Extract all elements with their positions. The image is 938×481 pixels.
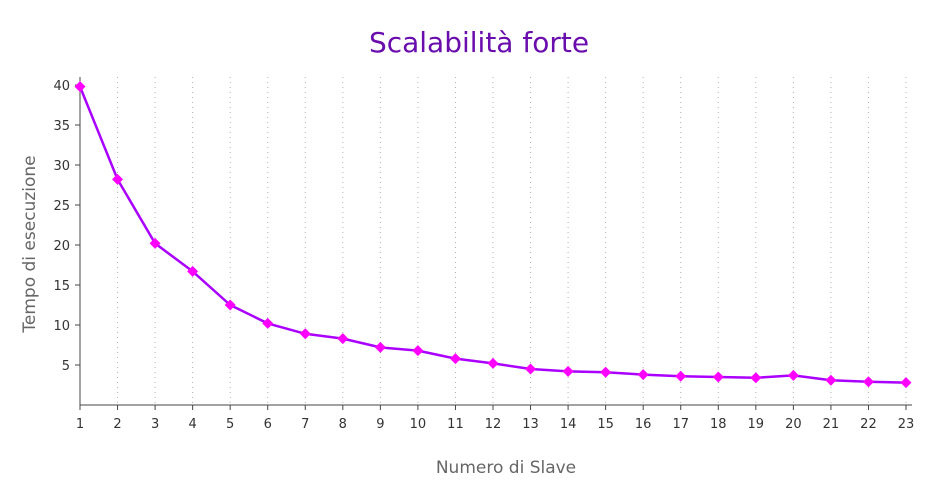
data-point-marker <box>562 365 574 377</box>
x-tick-label: 20 <box>785 417 802 432</box>
data-point-marker <box>787 369 799 381</box>
data-point-marker <box>900 377 912 389</box>
grid <box>117 77 907 405</box>
y-tick-label: 30 <box>53 159 70 174</box>
x-ticks: 1 2 3 4 5 6 7 8 9 10 11 12 13 14 15 16 17 18 19 20 21 22 23 <box>76 405 914 432</box>
data-point-marker <box>600 366 612 378</box>
x-tick-label: 19 <box>748 417 765 432</box>
x-tick-label: 5 <box>226 417 234 432</box>
data-point-marker <box>487 357 499 369</box>
y-tick-label: 20 <box>53 239 70 254</box>
x-axis-label: Numero di Slave <box>436 458 576 478</box>
data-point-marker <box>449 353 461 365</box>
x-tick-label: 3 <box>151 417 159 432</box>
x-tick-label: 21 <box>823 417 840 432</box>
x-tick-label: 6 <box>264 417 272 432</box>
y-tick-label: 35 <box>53 119 70 134</box>
y-tick-label: 10 <box>53 319 70 334</box>
x-tick-label: 14 <box>560 417 577 432</box>
data-point-marker <box>224 299 236 311</box>
data-point-marker <box>412 345 424 357</box>
data-point-marker <box>374 341 386 353</box>
data-point-marker <box>712 371 724 383</box>
x-tick-label: 1 <box>76 417 84 432</box>
data-point-marker <box>675 370 687 382</box>
x-tick-label: 17 <box>672 417 689 432</box>
y-tick-label: 40 <box>53 79 70 94</box>
data-point-marker <box>637 369 649 381</box>
data-point-marker <box>825 374 837 386</box>
data-point-marker <box>525 363 537 375</box>
chart-title: Scalabilità forte <box>369 26 589 59</box>
data-point-marker <box>262 317 274 329</box>
x-tick-label: 4 <box>188 417 196 432</box>
x-tick-label: 22 <box>860 417 877 432</box>
x-tick-label: 13 <box>522 417 539 432</box>
data-point-marker <box>112 173 124 185</box>
series-markers <box>74 81 912 389</box>
y-ticks: 5 10 15 20 25 30 35 40 <box>53 79 80 374</box>
y-tick-label: 5 <box>62 359 70 374</box>
x-tick-label: 12 <box>485 417 502 432</box>
data-point-marker <box>149 237 161 249</box>
x-tick-label: 8 <box>339 417 347 432</box>
data-point-marker <box>299 328 311 340</box>
y-tick-label: 25 <box>53 199 70 214</box>
data-point-marker <box>750 372 762 384</box>
x-tick-label: 23 <box>898 417 915 432</box>
data-point-marker <box>74 81 86 93</box>
data-point-marker <box>337 333 349 345</box>
x-tick-label: 9 <box>376 417 384 432</box>
x-tick-label: 2 <box>113 417 121 432</box>
x-tick-label: 11 <box>447 417 464 432</box>
x-tick-label: 10 <box>410 417 427 432</box>
x-tick-label: 15 <box>597 417 614 432</box>
y-axis-label: Tempo di esecuzione <box>20 155 40 333</box>
data-point-marker <box>862 376 874 388</box>
x-tick-label: 16 <box>635 417 652 432</box>
y-tick-label: 15 <box>53 279 70 294</box>
axes <box>79 77 912 406</box>
x-tick-label: 18 <box>710 417 727 432</box>
series-line <box>78 86 907 384</box>
data-point-marker <box>187 265 199 277</box>
x-tick-label: 7 <box>301 417 309 432</box>
